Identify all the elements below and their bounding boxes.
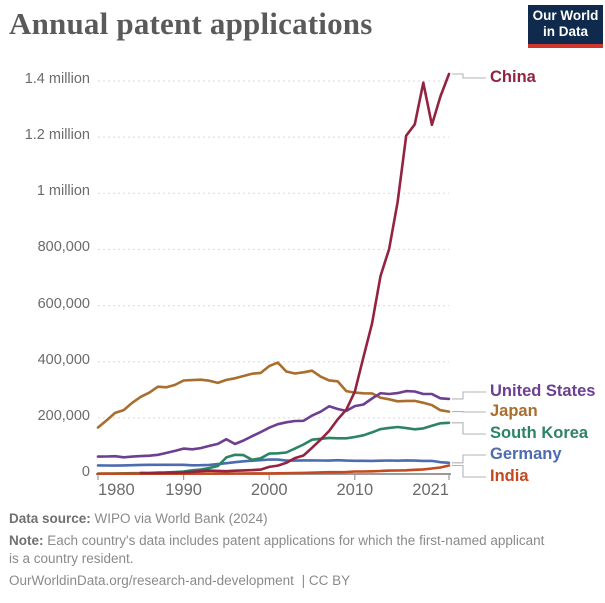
license-badge: | CC BY — [301, 572, 351, 588]
chart-footer: Data source: WIPO via World Bank (2024) … — [9, 510, 589, 593]
legend-india[interactable]: India — [490, 467, 529, 485]
y-axis-label-400000: 400,000 — [37, 351, 90, 368]
legend-china[interactable]: China — [490, 68, 536, 86]
line-china[interactable] — [139, 72, 451, 475]
y-axis-label-1400000: 1.4 million — [24, 71, 90, 87]
legend-connector-united-states — [452, 391, 486, 400]
x-axis-label-2021: 2021 — [412, 481, 449, 499]
legend-south-korea[interactable]: South Korea — [490, 424, 589, 442]
owid-logo-line1: Our World — [532, 8, 599, 23]
permalink-line: OurWorldinData.org/research-and-developm… — [9, 572, 589, 591]
page-title: Annual patent applications — [9, 6, 373, 41]
y-axis-label-600000: 600,000 — [37, 295, 90, 312]
note-text: Each country's data includes patent appl… — [9, 532, 545, 567]
y-axis-label-200000: 200,000 — [37, 407, 90, 424]
y-axis-label-1200000: 1.2 million — [24, 127, 90, 144]
legend-connector-south-korea — [452, 422, 486, 435]
data-source-text: WIPO via World Bank (2024) — [94, 511, 268, 526]
legend-connector-india — [452, 464, 486, 478]
data-source-label: Data source: — [9, 511, 91, 526]
owid-logo-line2: in Data — [542, 24, 588, 39]
note-line: Note: Each country's data includes paten… — [9, 532, 554, 569]
line-united-states[interactable] — [96, 389, 451, 459]
legend-connector-germany — [452, 454, 486, 464]
y-axis-label-0: 0 — [81, 464, 90, 480]
legend-united-states[interactable]: United States — [490, 382, 596, 400]
owid-logo[interactable]: Our World in Data — [528, 5, 603, 48]
x-axis-label-1980: 1980 — [98, 481, 135, 499]
legend-connector-china — [452, 73, 486, 79]
legend-germany[interactable]: Germany — [490, 445, 562, 463]
line-japan[interactable] — [96, 361, 451, 429]
y-axis-label-800000: 800,000 — [37, 239, 90, 256]
x-axis-label-1990: 1990 — [165, 481, 202, 499]
permalink-link[interactable]: OurWorldinData.org/research-and-developm… — [9, 572, 294, 588]
legend-japan[interactable]: Japan — [490, 402, 538, 420]
x-axis-label-2000: 2000 — [250, 481, 288, 499]
line-germany[interactable] — [96, 458, 451, 467]
y-axis-label-1000000: 1 million — [36, 183, 90, 200]
x-axis-label-2010: 2010 — [336, 481, 374, 499]
note-label: Note: — [9, 532, 44, 548]
data-source-line: Data source: WIPO via World Bank (2024) — [9, 510, 589, 529]
